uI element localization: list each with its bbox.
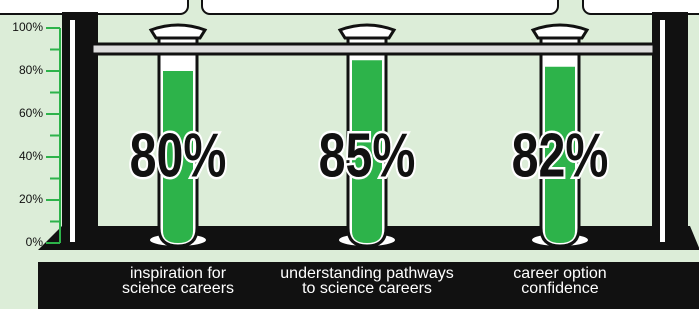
y-tick-label: 40% [19, 149, 43, 163]
y-tick-label: 0% [26, 235, 44, 249]
top-box [583, 0, 699, 14]
value-label: 82% [512, 121, 609, 190]
tube-lip [151, 25, 205, 38]
page: 0% 20% 40% 60% 80% 100% 80% 85% 82% inspiration … [0, 0, 699, 309]
rack-stripe [660, 20, 665, 242]
top-box [202, 0, 558, 14]
category-label: career option confidence [500, 266, 620, 296]
rack-bar [92, 44, 654, 54]
y-tick-label: 60% [19, 106, 43, 120]
rack-pillar [652, 12, 688, 250]
y-tick-label: 80% [19, 63, 43, 77]
category-label: understanding pathways to science career… [272, 266, 462, 296]
rack-stripe [70, 20, 75, 242]
tube-lip [340, 25, 394, 38]
value-label: 85% [319, 121, 416, 190]
category-label: inspiration for science careers [113, 266, 243, 296]
y-tick-label: 20% [19, 192, 43, 206]
top-box [0, 0, 188, 14]
value-label: 80% [130, 121, 227, 190]
chart: 0% 20% 40% 60% 80% 100% 80% 85% 82% [0, 0, 699, 309]
tube-lip [533, 25, 587, 38]
y-tick-label: 100% [12, 20, 43, 34]
